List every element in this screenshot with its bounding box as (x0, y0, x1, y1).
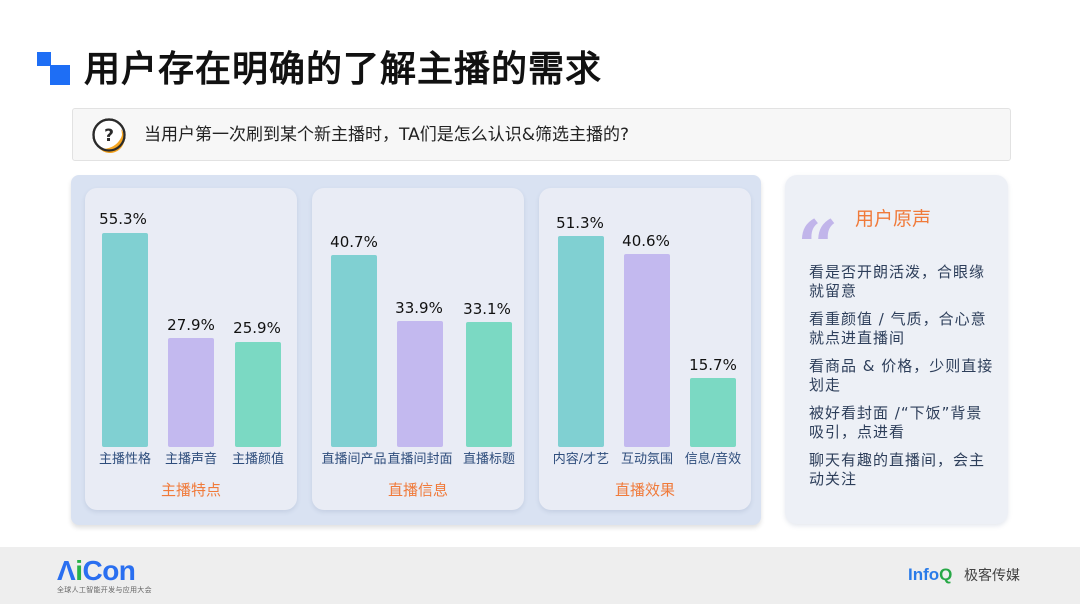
page-title: 用户存在明确的了解主播的需求 (84, 49, 603, 90)
quote-item: 看是否开朗活泼，合眼缘就留意 (809, 263, 986, 300)
bar-value: 55.3% (99, 210, 147, 228)
title-square-large (50, 65, 70, 85)
aicon-subtitle: 全球人工智能开发与应用大会 (57, 586, 152, 594)
blue-squares-icon (37, 52, 71, 86)
bar-anchor-voice (168, 338, 214, 447)
bar-value: 33.1% (463, 300, 511, 318)
quote-item: 聊天有趣的直播间，会主动关注 (809, 451, 986, 488)
question-bar: ? 当用户第一次刷到某个新主播时，TA们是怎么认识&筛选主播的? (72, 108, 1011, 161)
bar-anchor-personality (102, 233, 148, 447)
aicon-logo-a: Λ (57, 555, 76, 586)
bar-value: 27.9% (167, 316, 215, 334)
infoq-logo-main: Info (908, 565, 940, 584)
quote-item: 看重颜值 / 气质，合心意就点进直播间 (809, 310, 987, 347)
group-label: 直播效果 (615, 481, 676, 499)
bar-label: 主播声音 (164, 452, 217, 467)
chart-card-stream-effect: 51.3% 内容/才艺 40.6% 互动氛围 15.7% 信息/音效 直播效果 (539, 188, 751, 510)
title-square-small (37, 52, 51, 66)
bar-label: 内容/才艺 (552, 452, 610, 467)
svg-text:?: ? (104, 126, 114, 146)
group-label: 主播特点 (161, 481, 222, 499)
bar-label: 直播间产品 (321, 452, 387, 467)
quote-mark-icon: “ (797, 204, 839, 289)
bar-value: 25.9% (233, 319, 281, 337)
bar-label: 信息/音效 (684, 452, 742, 467)
quote-item: 被好看封面 /“下饭”背景吸引，点进看 (809, 404, 983, 441)
bar-content-talent (558, 236, 604, 447)
bar-info-sound (690, 378, 736, 447)
bar-interaction-atmosphere (624, 254, 670, 447)
aicon-logo-i: i (75, 555, 83, 586)
bar-stream-cover (397, 321, 443, 447)
aicon-logo: ΛiCon (57, 555, 136, 586)
quote-list: 看是否开朗活泼，合眼缘就留意 看重颜值 / 气质，合心意就点进直播间 看商品 &… (809, 263, 995, 498)
quote-title: 用户原声 (855, 208, 932, 230)
quote-item: 看商品 & 价格，少则直接划走 (809, 357, 994, 394)
user-quotes-card: “ 用户原声 看是否开朗活泼，合眼缘就留意 看重颜值 / 气质，合心意就点进直播… (785, 175, 1008, 524)
bar-anchor-looks (235, 342, 281, 447)
infoq-logo-q: Q (939, 565, 953, 584)
group-label: 直播信息 (388, 481, 449, 499)
chart-card-anchor-traits: 55.3% 主播性格 27.9% 主播声音 25.9% 主播颜值 主播特点 (85, 188, 297, 510)
bar-label: 主播性格 (98, 452, 151, 467)
footer: ΛiCon 全球人工智能开发与应用大会 InfoQ 极客传媒 (0, 547, 1080, 604)
bar-label: 互动氛围 (620, 452, 673, 467)
question-text: 当用户第一次刷到某个新主播时，TA们是怎么认识&筛选主播的? (144, 125, 629, 145)
bar-value: 40.7% (330, 233, 378, 251)
infoq-subtitle: 极客传媒 (964, 568, 1020, 584)
bar-label: 直播标题 (462, 452, 515, 467)
question-circle-icon: ? (92, 118, 126, 153)
bar-stream-title (466, 322, 512, 447)
bar-value: 33.9% (395, 299, 443, 317)
bar-value: 40.6% (622, 232, 670, 250)
bar-label: 主播颜值 (231, 452, 284, 467)
chart-panel: 55.3% 主播性格 27.9% 主播声音 25.9% 主播颜值 主播特点 40… (71, 175, 761, 525)
infoq-logo: InfoQ (908, 565, 952, 585)
bar-value: 51.3% (556, 214, 604, 232)
aicon-logo-rest: Con (82, 555, 136, 586)
bar-value: 15.7% (689, 356, 737, 374)
bar-label: 直播间封面 (387, 452, 453, 467)
bar-stream-products (331, 255, 377, 447)
chart-card-stream-info: 40.7% 直播间产品 33.9% 直播间封面 33.1% 直播标题 直播信息 (312, 188, 524, 510)
